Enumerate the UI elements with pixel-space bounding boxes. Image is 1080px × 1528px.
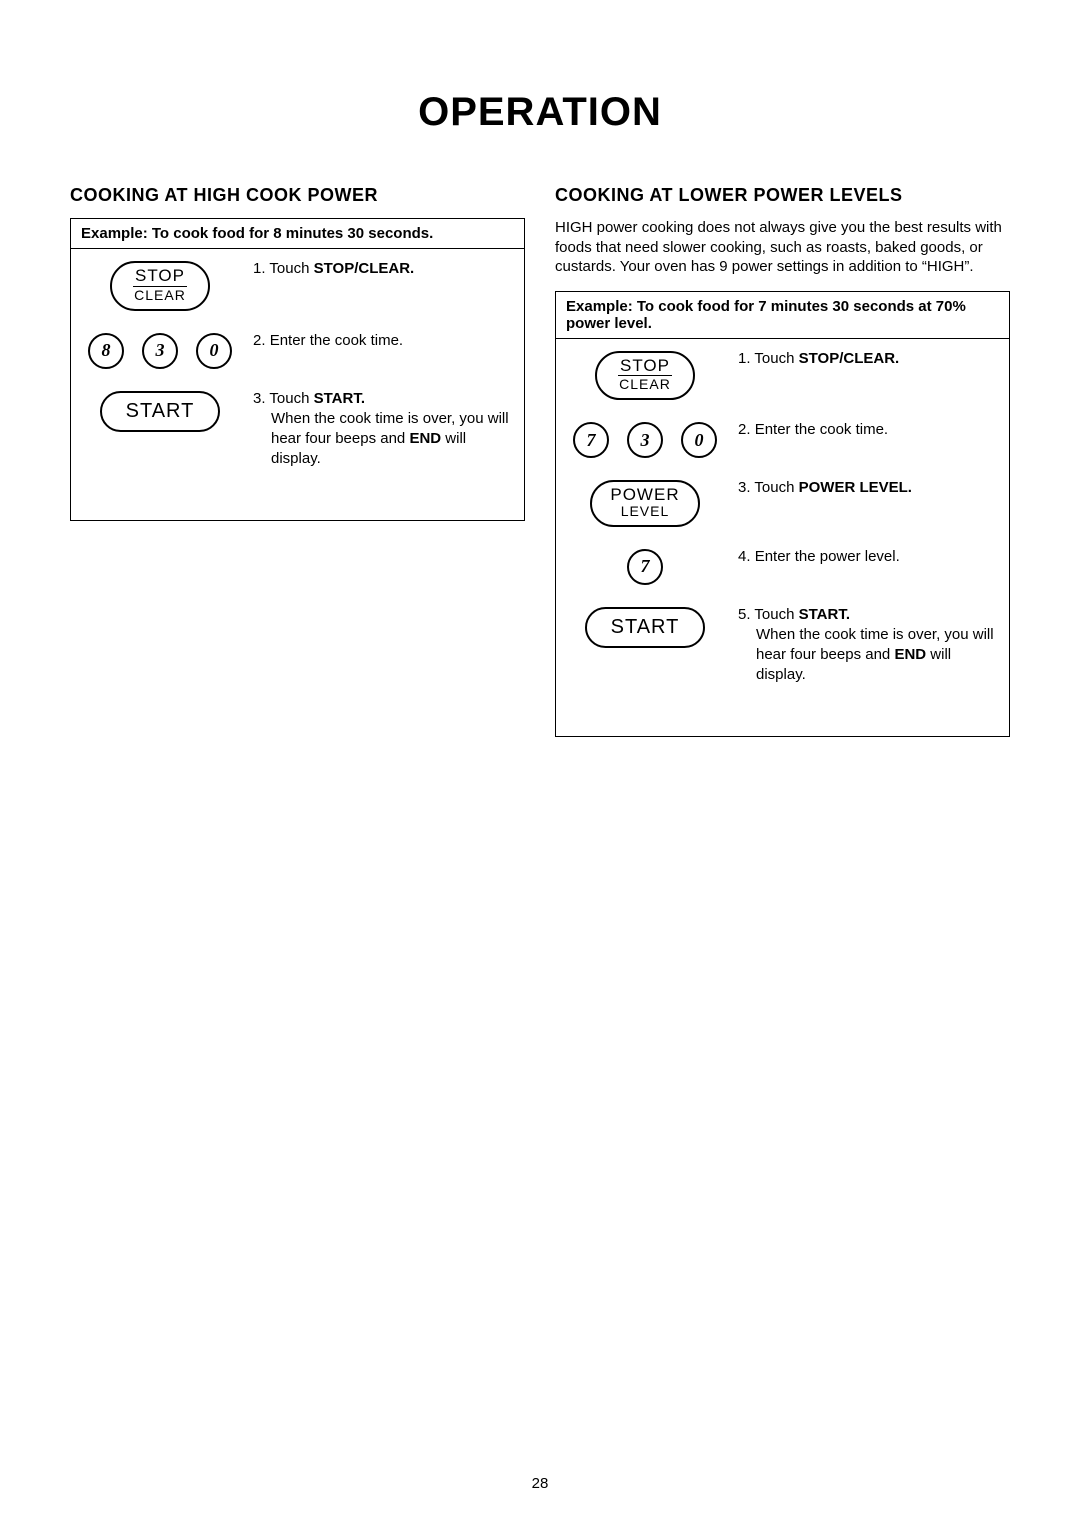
- left-step-1-text: 1. Touch STOP/CLEAR.: [253, 259, 510, 279]
- right-heading: COOKING AT LOWER POWER LEVELS: [555, 185, 1010, 206]
- right-s4-num: 4.: [738, 548, 751, 565]
- left-example-body: STOP CLEAR 1. Touch STOP/CLEAR.: [71, 249, 524, 520]
- right-step-1: STOP CLEAR 1. Touch STOP/CLEAR.: [570, 349, 995, 401]
- right-s3-b1: POWER LEVEL.: [799, 479, 912, 496]
- left-step-3-icon: START: [85, 389, 235, 432]
- right-s5-num: 5.: [738, 606, 751, 623]
- right-s4-t1: Enter the power level.: [755, 548, 900, 565]
- right-step-3-icon: POWER LEVEL: [570, 478, 720, 527]
- left-s2-num: 2.: [253, 332, 266, 349]
- right-step-5-text: 5. Touch START. When the cook time is ov…: [738, 605, 995, 686]
- right-example-box: Example: To cook food for 7 minutes 30 s…: [555, 291, 1010, 737]
- right-s5-cont1: When the cook time is over, you will hea…: [756, 626, 994, 663]
- stop-clear-line2: CLEAR: [134, 288, 186, 303]
- left-s1-t1: Touch: [269, 260, 313, 277]
- right-digit-power: 7: [627, 549, 663, 585]
- right-step-5-icon: START: [570, 605, 720, 648]
- left-example-box: Example: To cook food for 8 minutes 30 s…: [70, 218, 525, 521]
- left-step-1: STOP CLEAR 1. Touch STOP/CLEAR.: [85, 259, 510, 311]
- left-step-2-text: 2. Enter the cook time.: [253, 331, 510, 351]
- left-s1-b1: STOP/CLEAR.: [314, 260, 415, 277]
- left-step-3: START 3. Touch START. When the cook time…: [85, 389, 510, 470]
- right-s1-t1: Touch: [754, 350, 798, 367]
- left-example-header: Example: To cook food for 8 minutes 30 s…: [71, 219, 524, 249]
- start-button-r: START: [585, 607, 706, 648]
- right-step-1-text: 1. Touch STOP/CLEAR.: [738, 349, 995, 369]
- right-step-2-text: 2. Enter the cook time.: [738, 420, 995, 440]
- right-s2-t1: Enter the cook time.: [755, 421, 888, 438]
- right-s1-b1: STOP/CLEAR.: [799, 350, 900, 367]
- left-s2-t1: Enter the cook time.: [270, 332, 403, 349]
- right-step-2-icon: 7 3 0: [570, 420, 720, 458]
- left-s3-b1: START.: [314, 390, 365, 407]
- page-number: 28: [0, 1475, 1080, 1492]
- page-title: OPERATION: [70, 90, 1010, 135]
- digit-power-7: 7: [627, 549, 663, 585]
- power-line2: LEVEL: [621, 504, 670, 519]
- right-step-5: START 5. Touch START. When the cook time…: [570, 605, 995, 686]
- columns: COOKING AT HIGH COOK POWER Example: To c…: [70, 185, 1010, 737]
- col-right: COOKING AT LOWER POWER LEVELS HIGH power…: [555, 185, 1010, 737]
- right-s5-contB: END: [894, 646, 926, 663]
- left-s3-contB: END: [409, 430, 441, 447]
- col-left: COOKING AT HIGH COOK POWER Example: To c…: [70, 185, 525, 737]
- right-step-1-icon: STOP CLEAR: [570, 349, 720, 401]
- right-step-4-text: 4. Enter the power level.: [738, 547, 995, 567]
- right-step-3: POWER LEVEL 3. Touch POWER LEVEL.: [570, 478, 995, 527]
- right-step-4-icon: 7: [570, 547, 720, 585]
- stop-clear-button-r: STOP CLEAR: [595, 351, 695, 401]
- stop-clear-line1-r: STOP: [618, 357, 672, 377]
- digit-3: 3: [142, 333, 178, 369]
- stop-clear-line1: STOP: [133, 267, 187, 287]
- page: OPERATION COOKING AT HIGH COOK POWER Exa…: [0, 0, 1080, 1528]
- digit-7: 7: [573, 422, 609, 458]
- stop-clear-button: STOP CLEAR: [110, 261, 210, 311]
- left-step-2-icon: 8 3 0: [85, 331, 235, 369]
- digit-8: 8: [88, 333, 124, 369]
- stop-clear-line2-r: CLEAR: [619, 377, 671, 392]
- left-step-3-text: 3. Touch START. When the cook time is ov…: [253, 389, 510, 470]
- right-step-2: 7 3 0 2. Enter the cook time.: [570, 420, 995, 458]
- start-button: START: [100, 391, 221, 432]
- right-s3-t1: Touch: [754, 479, 798, 496]
- digit-0r: 0: [681, 422, 717, 458]
- left-step-1-icon: STOP CLEAR: [85, 259, 235, 311]
- right-s5-b1: START.: [799, 606, 850, 623]
- right-s3-num: 3.: [738, 479, 751, 496]
- left-digits: 8 3 0: [88, 333, 232, 369]
- right-example-header: Example: To cook food for 7 minutes 30 s…: [556, 292, 1009, 339]
- left-s3-t1: Touch: [269, 390, 313, 407]
- right-s5-t1: Touch: [754, 606, 798, 623]
- digit-0: 0: [196, 333, 232, 369]
- right-intro: HIGH power cooking does not always give …: [555, 218, 1010, 277]
- right-s1-num: 1.: [738, 350, 751, 367]
- power-line1: POWER: [608, 486, 681, 504]
- right-example-body: STOP CLEAR 1. Touch STOP/CLEAR.: [556, 339, 1009, 736]
- left-step-2: 8 3 0 2. Enter the cook time.: [85, 331, 510, 369]
- right-s2-num: 2.: [738, 421, 751, 438]
- left-s3-cont1: When the cook time is over, you will hea…: [271, 410, 509, 447]
- left-s3-num: 3.: [253, 390, 266, 407]
- power-level-button: POWER LEVEL: [590, 480, 699, 527]
- digit-3r: 3: [627, 422, 663, 458]
- right-step-4: 7 4. Enter the power level.: [570, 547, 995, 585]
- left-heading: COOKING AT HIGH COOK POWER: [70, 185, 525, 206]
- right-digits: 7 3 0: [573, 422, 717, 458]
- left-s1-num: 1.: [253, 260, 266, 277]
- right-step-3-text: 3. Touch POWER LEVEL.: [738, 478, 995, 498]
